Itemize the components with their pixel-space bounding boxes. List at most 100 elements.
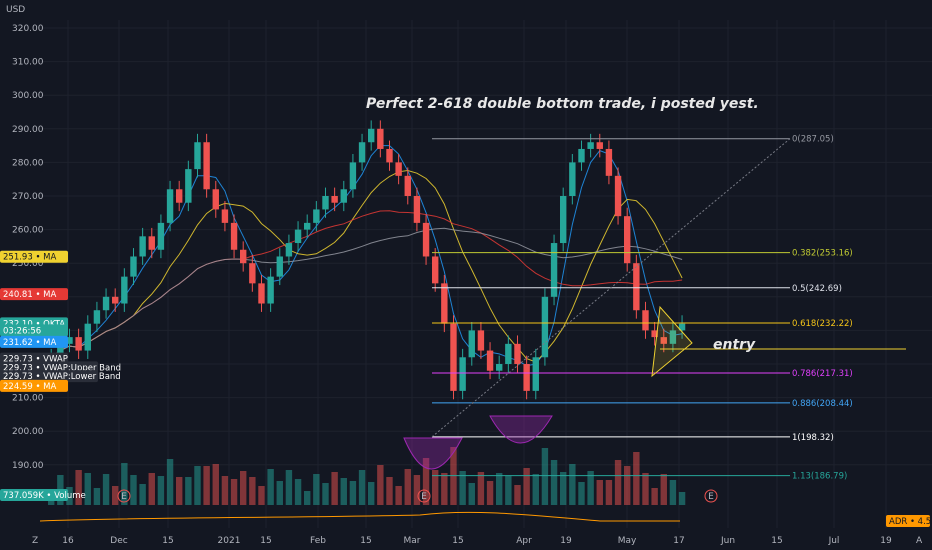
volume-bar: [550, 460, 558, 505]
candle-body: [550, 243, 558, 297]
y-tick-label: 310.00: [12, 58, 44, 68]
candle-body: [93, 310, 101, 324]
volume-bar: [84, 473, 91, 505]
candle-body: [468, 330, 475, 358]
candle-body: [176, 189, 183, 203]
x-tick-label: 17: [673, 536, 684, 546]
volume-bar: [349, 481, 357, 505]
price-tag-label: 229.73 • VWAP: [3, 355, 68, 365]
volume-bar: [404, 469, 411, 505]
currency-label: USD: [6, 5, 25, 15]
y-tick-label: 290.00: [12, 125, 44, 135]
candle-body: [212, 189, 219, 210]
x-tick-label: 15: [162, 536, 173, 546]
candle-body: [395, 162, 402, 176]
candlestick-series: [48, 120, 686, 400]
y-tick-label: 200.00: [12, 427, 44, 437]
candle-body: [84, 323, 91, 351]
volume-bar: [624, 466, 631, 505]
candle-body: [349, 162, 357, 190]
volume-tag: [0, 489, 68, 501]
x-tick-label: 16: [62, 536, 74, 546]
adr-line: [39, 511, 680, 522]
candle-body: [294, 229, 302, 244]
earnings-marker-label: E: [121, 492, 127, 502]
candle-body: [285, 243, 293, 257]
candle-body: [614, 175, 622, 217]
volume-bar: [669, 480, 677, 505]
candle-body: [669, 330, 677, 344]
fibonacci-retracement[interactable]: 0(287.05) 0.382(253.16) 0.5(242.69) 0.618(2…: [431, 135, 853, 482]
price-tag-label: 231.62 • MA: [3, 338, 56, 348]
price-tag-label: 232.10 • OKTA: [3, 319, 65, 329]
price-tag-label: 229.73 • VWAP:Lower Band: [3, 372, 121, 382]
volume-bar: [93, 488, 101, 505]
candle-body: [569, 162, 576, 196]
adr-tag: [886, 515, 930, 527]
volume-bar: [413, 475, 421, 505]
x-tick-label: Jun: [720, 536, 735, 546]
candle-body: [258, 283, 265, 304]
x-tick-label: Apr: [516, 536, 532, 546]
volume-bar: [432, 470, 439, 505]
candle-body: [230, 222, 238, 250]
candle-body: [660, 337, 667, 344]
volume-bar: [569, 464, 576, 505]
volume-bar: [377, 465, 384, 505]
volume-bar: [112, 486, 119, 505]
earnings-marker[interactable]: [704, 489, 718, 503]
candle-body: [477, 330, 485, 351]
auto-scale-a-icon[interactable]: A: [916, 536, 923, 546]
candle-body: [496, 364, 503, 371]
volume-bar: [194, 466, 201, 505]
volume-bar: [267, 469, 274, 505]
candle-body: [304, 222, 311, 230]
volume-bar: [532, 474, 539, 505]
volume-bar: [249, 477, 256, 505]
fib-level-label: 0.786(217.31): [792, 369, 853, 379]
volume-bar: [221, 476, 229, 505]
earnings-marker-label: E: [708, 492, 714, 502]
zoom-z-icon[interactable]: Z: [32, 536, 38, 546]
volume-bar: [459, 471, 466, 505]
earnings-marker-label: E: [421, 492, 427, 502]
volume-bar: [368, 482, 375, 505]
x-tick-label: 19: [560, 536, 572, 546]
price-tag: [0, 335, 68, 348]
triangle-pattern: [651, 305, 693, 378]
x-tick-label: Mar: [404, 536, 421, 546]
x-tick-label: Feb: [310, 536, 326, 546]
candle-body: [404, 175, 411, 196]
ma-grey-line: [50, 227, 683, 358]
x-tick-label: 15: [260, 536, 271, 546]
candle-body: [514, 343, 521, 364]
volume-bar: [294, 479, 302, 505]
candle-body: [532, 357, 539, 391]
adr-tag-label: ADR • 4.55: [889, 517, 932, 527]
candle-body: [633, 263, 640, 311]
candle-body: [157, 222, 165, 250]
candle-body: [368, 128, 375, 143]
candle-body: [221, 209, 229, 223]
double-bottom-arc-right: [489, 415, 553, 444]
price-tag-label: 229.73 • VWAP:Upper Band: [3, 363, 121, 373]
candle-body: [75, 337, 82, 351]
time-axis[interactable]: 16 Dec 15 2021 15 Feb 15 Mar 15 Apr 19 May 17 Jun 15 Ju…: [62, 536, 892, 546]
candle-body: [651, 330, 658, 338]
candle-body: [322, 196, 329, 210]
volume-bar: [66, 487, 73, 505]
candle-body: [267, 276, 274, 304]
earnings-marker[interactable]: [117, 489, 131, 503]
price-tag: [0, 370, 98, 383]
candle-body: [560, 196, 567, 244]
candle-body: [432, 256, 439, 284]
earnings-marker[interactable]: [417, 489, 431, 503]
price-tag: [0, 379, 68, 392]
volume-bar: [139, 484, 146, 505]
price-tag-label: 240.81 • MA: [3, 290, 56, 300]
fib-level-label: 0(287.05): [792, 135, 834, 145]
